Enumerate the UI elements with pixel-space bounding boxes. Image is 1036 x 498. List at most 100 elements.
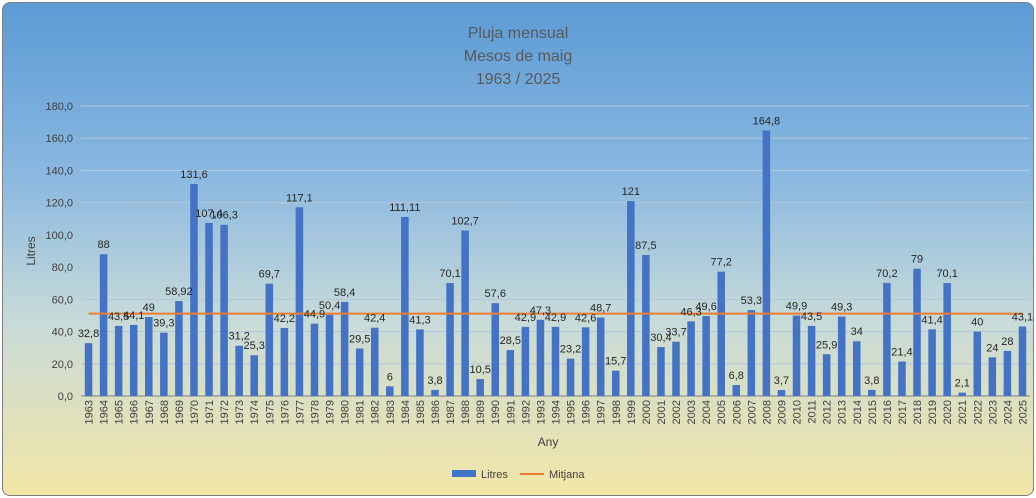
data-label: 121 — [622, 186, 640, 198]
data-label: 79 — [911, 254, 923, 266]
bar — [491, 303, 500, 396]
x-tick-label: 1975 — [264, 400, 276, 424]
x-tick-label: 1969 — [174, 400, 186, 424]
legend-litres-swatch — [452, 470, 476, 477]
data-label: 3,8 — [864, 375, 879, 387]
x-tick-label: 2014 — [852, 400, 864, 424]
legend-mitjana-label: Mitjana — [549, 469, 585, 481]
data-label: 43,5 — [108, 311, 129, 323]
bar — [536, 319, 545, 396]
x-tick-label: 1976 — [279, 400, 291, 424]
x-tick-label: 1963 — [84, 400, 96, 424]
x-tick-label: 2021 — [957, 400, 969, 424]
data-label: 41,4 — [921, 314, 942, 326]
data-label: 44,1 — [123, 310, 144, 322]
data-label: 57,6 — [485, 288, 506, 300]
bar — [175, 301, 183, 396]
bar — [84, 343, 93, 396]
data-label: 25,9 — [816, 339, 837, 351]
data-labels: 32,88843,544,14939,358,92131,6107,4106,3… — [78, 115, 1033, 389]
bar — [566, 358, 575, 396]
data-label: 6,8 — [729, 370, 744, 382]
bar — [642, 255, 650, 396]
bar — [129, 324, 138, 396]
data-label: 3,8 — [427, 375, 442, 387]
bar — [853, 341, 861, 396]
data-label: 49 — [143, 302, 155, 314]
data-label: 47,3 — [530, 305, 551, 317]
x-tick-label: 2010 — [792, 400, 804, 424]
x-tick-label: 1986 — [430, 400, 442, 424]
data-label: 46,3 — [680, 306, 701, 318]
x-tick-label: 2017 — [897, 400, 909, 424]
bar — [355, 348, 364, 396]
x-tick-label: 1972 — [219, 400, 231, 424]
bar — [310, 323, 319, 396]
bar — [672, 341, 680, 396]
bar — [611, 370, 620, 396]
data-label: 58,4 — [334, 287, 355, 299]
y-axis-label: Litres — [24, 236, 38, 265]
bar — [295, 207, 304, 396]
bar — [596, 317, 605, 396]
data-label: 32,8 — [78, 328, 99, 340]
x-tick-label: 2008 — [761, 400, 773, 424]
data-label: 42,9 — [545, 312, 566, 324]
x-tick-label: 1993 — [535, 400, 547, 424]
data-label: 40 — [971, 317, 983, 329]
x-tick-label: 1983 — [385, 400, 397, 424]
bar — [1018, 326, 1027, 396]
bar — [777, 390, 786, 396]
x-tick-label: 2001 — [656, 400, 668, 424]
bar — [370, 327, 379, 396]
data-label: 70,1 — [439, 268, 460, 280]
x-tick-label: 1977 — [294, 400, 306, 424]
x-tick-label: 2022 — [972, 400, 984, 424]
data-label: 43,1 — [1012, 312, 1033, 324]
x-tick-label: 2024 — [1002, 400, 1014, 424]
bar — [160, 332, 168, 396]
x-tick-label: 2003 — [686, 400, 698, 424]
x-tick-label: 1966 — [129, 400, 141, 424]
data-label: 111,11 — [389, 202, 420, 214]
data-label: 44,9 — [304, 309, 325, 321]
data-label: 58,92 — [165, 286, 193, 298]
x-tick-label: 2020 — [942, 400, 954, 424]
legend: Litres Mitjana — [452, 469, 585, 481]
data-label: 21,4 — [891, 347, 912, 359]
y-tick-label: 20,0 — [52, 359, 73, 371]
chart-svg: Pluja mensual Mesos de maig 1963 / 2025 … — [24, 25, 1033, 481]
bar — [913, 268, 921, 396]
chart-title: Pluja mensual Mesos de maig 1963 / 2025 — [464, 25, 573, 88]
y-tick-label: 180,0 — [45, 101, 73, 113]
bar — [958, 392, 966, 396]
bar — [732, 385, 741, 396]
bar — [868, 389, 876, 396]
x-tick-label: 1996 — [581, 400, 593, 424]
x-tick-label: 1998 — [611, 400, 623, 424]
x-tick-label: 2009 — [776, 400, 788, 424]
bar — [1003, 350, 1012, 396]
bars — [84, 130, 1027, 396]
data-label: 48,7 — [590, 303, 611, 315]
data-label: 31,2 — [228, 331, 249, 343]
bar — [114, 325, 123, 396]
bar — [581, 327, 590, 396]
x-tick-label: 2006 — [731, 400, 743, 424]
y-tick-label: 100,0 — [45, 230, 73, 242]
data-label: 49,9 — [786, 301, 807, 313]
data-label: 87,5 — [635, 240, 656, 252]
bar — [386, 386, 394, 396]
x-tick-label: 2011 — [807, 400, 819, 424]
x-tick-label: 1999 — [626, 400, 638, 424]
x-tick-label: 2016 — [882, 400, 894, 424]
x-tick-label: 2018 — [912, 400, 924, 424]
data-label: 50,4 — [319, 300, 340, 312]
bar — [521, 326, 530, 396]
bar — [431, 389, 439, 396]
bar — [476, 379, 484, 396]
x-tick-label: 1974 — [249, 400, 261, 424]
y-tick-label: 40,0 — [52, 327, 73, 339]
bar — [190, 183, 198, 396]
